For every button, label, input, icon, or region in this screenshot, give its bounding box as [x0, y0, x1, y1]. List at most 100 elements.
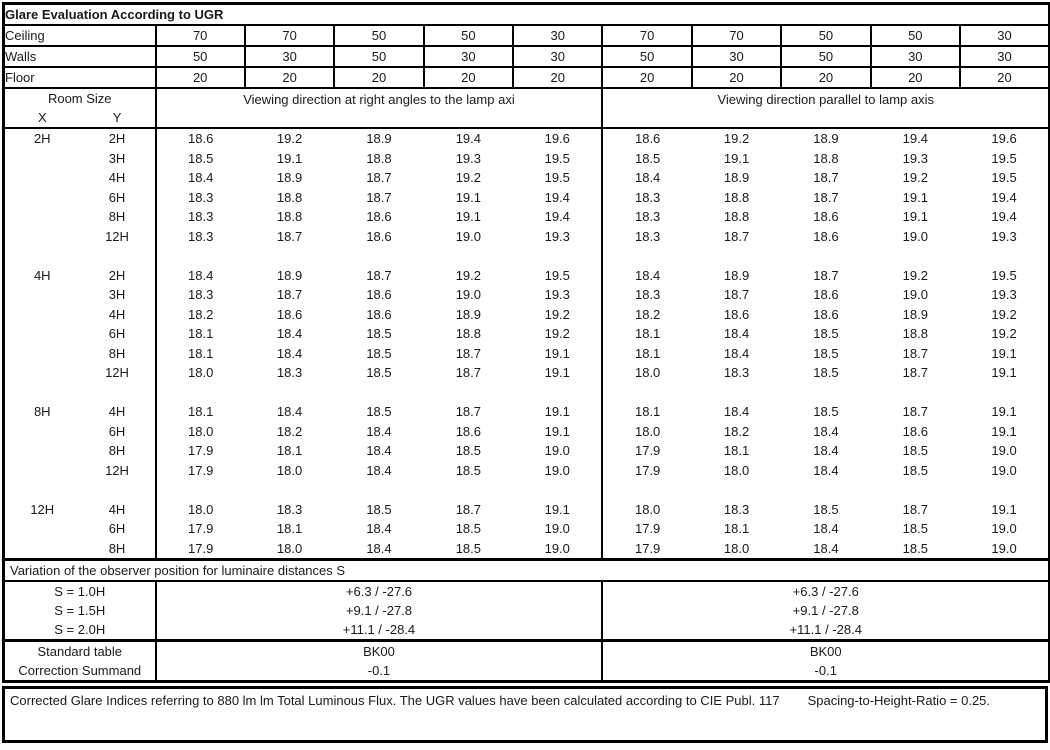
y-axis-label: Y — [112, 110, 122, 125]
room-x-label — [4, 149, 80, 169]
ugr-value: 18.7 — [366, 267, 392, 283]
gap-cell — [3, 382, 157, 402]
page-title: Glare Evaluation According to UGR — [3, 3, 1050, 26]
ugr-value: 18.4 — [366, 462, 392, 478]
surface-row: Walls 50 30 50 30 30 50 30 50 30 30 — [2, 45, 1050, 68]
ugr-value: 18.7 — [902, 404, 928, 419]
ugr-value: 18.8 — [455, 326, 482, 341]
ugr-value: 18.3 — [634, 287, 661, 302]
ugr-value: 18.5 — [366, 365, 392, 380]
ugr-value: 18.6 — [813, 306, 839, 322]
x-axis-label: X — [38, 110, 47, 125]
variation-distance-label: S = 2.0H — [3, 620, 157, 641]
room-y-label: 4H — [79, 402, 157, 422]
left-viewing-label: Viewing direction at right angles to the… — [243, 92, 515, 107]
room-x-label: 4H — [33, 267, 51, 283]
room-y-label: 6H — [79, 187, 157, 207]
reflectance-value: 20 — [243, 66, 336, 89]
reflectance-value: 20 — [601, 66, 693, 89]
gap-cell — [3, 246, 157, 266]
reflectance-value: 20 — [512, 66, 604, 89]
right-viewing-label: Viewing direction parallel to lamp axis — [717, 92, 935, 107]
ugr-value: 19.3 — [991, 228, 1017, 244]
ugr-value: 18.9 — [276, 267, 303, 283]
ugr-value: 19.3 — [991, 287, 1017, 302]
room-x-label — [4, 324, 80, 344]
room-x-label — [4, 207, 80, 227]
ugr-value: 19.2 — [276, 131, 303, 146]
reflectance-value: 70 — [243, 24, 336, 47]
ugr-value: 18.9 — [276, 170, 303, 185]
variation-row: S = 2.0H +11.1 / -28.4 +11.1 / -28.4 — [3, 620, 1050, 641]
ugr-value: 19.0 — [513, 538, 604, 560]
ugr-value: 19.4 — [991, 209, 1017, 224]
ugr-value: 18.2 — [634, 306, 661, 322]
ugr-value: 18.9 — [723, 267, 750, 283]
ugr-value: 18.2 — [276, 423, 303, 439]
ugr-value: 19.3 — [902, 150, 928, 166]
ugr-value: 19.0 — [455, 228, 482, 244]
variation-distance-label: S = 1.0H — [3, 581, 157, 601]
ugr-value: 19.1 — [513, 363, 604, 383]
reflectance-value: 50 — [154, 45, 246, 68]
variation-value-right: +6.3 / -27.6 — [792, 584, 859, 599]
variation-value-left: +9.1 / -27.8 — [155, 601, 604, 620]
ugr-value: 19.6 — [991, 131, 1017, 146]
room-y-label: 3H — [79, 285, 157, 305]
ugr-matrix-section: 2H 2H 18.6 19.2 18.9 19.4 19.6 18.6 19.2 18.9 19.4… — [3, 128, 1050, 560]
room-x-label — [4, 422, 80, 442]
ugr-value: 18.4 — [813, 423, 839, 439]
reflectance-value: 30 — [243, 45, 336, 68]
ugr-value: 18.6 — [455, 423, 482, 439]
surface-label: Floor — [2, 66, 157, 89]
variation-section: S = 1.0H +6.3 / -27.6 +6.3 / -27.6 S = 1.5H… — [3, 581, 1050, 641]
ugr-row: 3H 18.3 18.7 18.6 19.0 19.3 18.3 18.7 18.6 19.0 19… — [4, 285, 1050, 305]
ugr-row: 6H 18.3 18.8 18.7 19.1 19.4 18.3 18.8 18.7 19.1 19… — [4, 187, 1050, 207]
ugr-value: 19.0 — [991, 443, 1017, 458]
reflectance-value: 50 — [333, 45, 425, 68]
room-y-label: 4H — [79, 499, 157, 519]
reflectance-value: 20 — [422, 66, 515, 89]
variation-value-right: +9.1 / -27.8 — [792, 603, 859, 618]
ugr-row: 8H 18.1 18.4 18.5 18.7 19.1 18.1 18.4 18.5 18.7 19… — [4, 343, 1050, 363]
room-y-label: 8H — [79, 538, 157, 560]
ugr-value: 18.4 — [366, 521, 392, 536]
reflectance-value: 20 — [690, 66, 783, 89]
room-x-label: 8H — [33, 404, 51, 419]
ugr-value: 19.1 — [902, 209, 928, 224]
variation-row: S = 1.5H +9.1 / -27.8 +9.1 / -27.8 — [3, 601, 1050, 620]
ugr-value: 19.1 — [991, 501, 1017, 517]
ugr-row: 12H 18.3 18.7 18.6 19.0 19.3 18.3 18.7 18.6 19.0 1… — [4, 226, 1050, 247]
surface-reflectance-section: Ceiling 70 70 50 50 30 70 70 50 50 30 Walls 50 30 50 30… — [2, 24, 1050, 89]
ugr-value: 18.9 — [813, 131, 839, 146]
ugr-value: 18.1 — [188, 404, 214, 419]
ugr-value: 18.5 — [366, 326, 392, 341]
room-x-label — [4, 363, 80, 383]
ugr-value: 19.1 — [991, 345, 1017, 361]
ugr-row: 12H 17.9 18.0 18.4 18.5 19.0 17.9 18.0 18.4 18.5 1… — [4, 460, 1050, 480]
ugr-value: 18.6 — [813, 228, 839, 244]
ugr-value: 19.2 — [513, 304, 604, 324]
ugr-value: 18.5 — [455, 521, 482, 536]
ugr-value: 19.0 — [902, 228, 928, 244]
ugr-value: 18.7 — [455, 345, 482, 361]
ugr-value: 18.3 — [634, 209, 661, 224]
variation-value-left: +11.1 / -28.4 — [155, 620, 604, 641]
variation-value-right: +11.1 / -28.4 — [789, 622, 862, 637]
ugr-value: 19.1 — [513, 421, 604, 441]
room-x-label — [4, 227, 80, 247]
room-x-label: 2H — [33, 131, 51, 146]
ugr-value: 18.0 — [723, 462, 750, 478]
ugr-value: 18.8 — [902, 326, 928, 341]
ugr-value: 18.1 — [188, 345, 214, 361]
ugr-value: 18.7 — [455, 501, 482, 517]
room-y-label: 12H — [79, 460, 157, 480]
ugr-value: 17.9 — [634, 540, 661, 556]
ugr-row: 8H 17.9 18.0 18.4 18.5 19.0 17.9 18.0 18.4 18.5 19… — [4, 538, 1050, 560]
group-gap-row — [3, 246, 1050, 266]
ugr-value: 18.5 — [455, 540, 482, 556]
ugr-value: 19.0 — [991, 462, 1017, 478]
ugr-value: 18.4 — [366, 423, 392, 439]
ugr-value: 19.0 — [991, 521, 1017, 536]
ugr-value: 18.3 — [188, 209, 214, 224]
